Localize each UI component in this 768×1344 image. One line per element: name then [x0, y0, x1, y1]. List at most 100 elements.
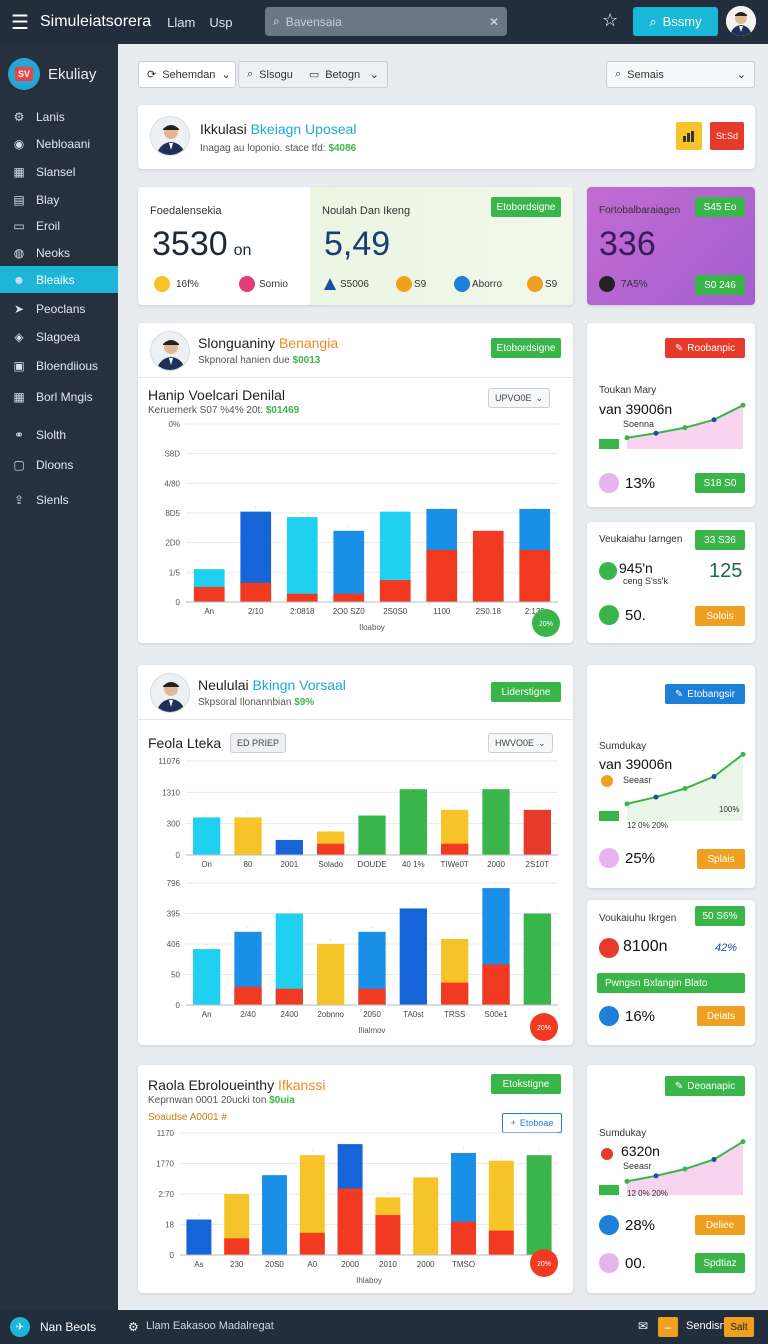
search-icon: ⌕: [649, 13, 657, 29]
x-tick-label: An: [204, 607, 214, 616]
side-4-badge[interactable]: 50 S6%: [695, 906, 745, 926]
stat-3-metric-1: 7A5%: [621, 279, 648, 290]
section-2-side-pill[interactable]: ✎ Etobangsir: [665, 684, 745, 704]
side-5-btn2[interactable]: Spdtiaz: [695, 1253, 745, 1273]
layers-icon: ▤: [13, 192, 25, 207]
section-3-title-highlight: Ifkanssi: [277, 1077, 326, 1093]
sidebar-item-10[interactable]: ▦ Borl Mngis: [0, 383, 118, 410]
bar-segment: [441, 982, 469, 1005]
sidebar-item-4[interactable]: ▭ Eroil: [0, 212, 118, 239]
section-1-title-highlight: Benangia: [278, 335, 339, 351]
section-2-sub: Skpsoral Ilonannbian: [198, 697, 292, 708]
chevron-down-icon: ⌄: [736, 69, 746, 81]
bar-top-label: ·: [495, 782, 497, 788]
section-1-side-card: ✎ Roobanpic Toukan Mary van 39006n Soenna…: [587, 323, 755, 507]
chart-2-dropdown[interactable]: HWVO0E ⌄: [488, 733, 553, 753]
section-1-side-pill[interactable]: ✎ Roobanpic: [665, 338, 745, 358]
document-icon: ▭: [13, 218, 25, 233]
user-avatar[interactable]: [726, 6, 756, 36]
coin-icon: [527, 276, 543, 292]
star-icon[interactable]: ☆: [602, 10, 619, 30]
chart-1-dropdown[interactable]: UPVO0E ⌄: [488, 388, 551, 408]
stat-3-metric-2[interactable]: S0 246: [695, 275, 745, 295]
side-3-btn[interactable]: Splais: [697, 849, 745, 869]
side-2-badge[interactable]: 33 S36: [695, 530, 745, 550]
side-4-btn[interactable]: Deiats: [697, 1006, 745, 1026]
gear-icon[interactable]: ⚙: [128, 1320, 139, 1334]
sidebar-item-13[interactable]: ⇪ Slenls: [0, 486, 118, 513]
section-3-button[interactable]: Etokstigne: [491, 1074, 561, 1094]
chat-icon[interactable]: ✉: [638, 1319, 649, 1333]
sidebar-item-2[interactable]: ▦ Slansel: [0, 158, 118, 185]
bar-segment: [482, 964, 510, 1005]
chevron-down-icon: ⌄: [221, 69, 231, 81]
filter-dropdown-2[interactable]: ⌕ Slsogu ▭ Betogn ⌄: [238, 61, 388, 88]
chart-2-tag[interactable]: ED PRIEP: [230, 733, 287, 753]
bar-segment: [379, 580, 411, 602]
bottom-badge[interactable]: Salt: [724, 1317, 754, 1337]
clear-icon[interactable]: ✕: [488, 14, 499, 29]
bar-segment: [337, 1188, 363, 1255]
sparkline-area: [627, 754, 743, 821]
sidebar-item-5[interactable]: ◍ Neoks: [0, 239, 118, 266]
nav-link-1[interactable]: Llam: [167, 14, 196, 30]
stat-2-badge[interactable]: Etobordsigne: [491, 197, 561, 217]
sidebar-item-0[interactable]: ⚙ Lanis: [0, 103, 118, 130]
sidebar-item-label: Slolth: [36, 427, 67, 442]
sidebar-item-9[interactable]: ▣ Bloendiious: [0, 352, 118, 379]
section-2-side2-card: Voukaiuhu Ikrgen 50 S6% 8100n 42% Pwngsn…: [587, 900, 755, 1045]
side-5-label: Sumdukay: [599, 1128, 647, 1139]
sidebar-item-11[interactable]: ⚭ Slolth: [0, 421, 118, 448]
filter-dropdown-1[interactable]: ⟳ Sehemdan ⌄: [138, 61, 236, 88]
x-tick-label: 2:130: [525, 607, 546, 616]
bar-top-label: ·: [538, 1148, 540, 1154]
section-3-side-pill[interactable]: ✎ Deoanapic: [665, 1076, 745, 1096]
x-axis-label: Ihlaboy: [356, 1276, 382, 1285]
sidebar-item-label: Bloendiious: [36, 358, 99, 373]
minus-icon[interactable]: –: [658, 1317, 678, 1337]
x-tick-label: 2S0S0: [383, 607, 408, 616]
bar: [523, 809, 551, 855]
app-icon[interactable]: ✈: [10, 1317, 30, 1337]
bar-top-label: ·: [394, 505, 396, 511]
bar: [523, 913, 551, 1005]
sparkline-point: [740, 1139, 746, 1145]
stat-3-badge[interactable]: S45 Eo: [695, 197, 745, 217]
side-4-bar[interactable]: Pwngsn Bxlangin Blato: [597, 973, 745, 993]
search-input[interactable]: ⌕ Bavensaia ✕: [265, 7, 507, 36]
sidebar-item-6[interactable]: ☻ Bleaiks: [0, 266, 118, 293]
bar-top-label: ·: [349, 1137, 351, 1143]
hamburger-menu-icon[interactable]: ☰: [11, 11, 29, 34]
sidebar-item-7[interactable]: ➤ Peoclans: [0, 295, 118, 322]
x-tick-label: 1100: [433, 607, 451, 616]
section-2-button[interactable]: Liderstigne: [491, 682, 561, 702]
heart-icon: [239, 276, 255, 292]
top-search-button[interactable]: ⌕ Bssmy: [633, 7, 718, 36]
sidebar-item-3[interactable]: ▤ Blay: [0, 186, 118, 213]
pin-icon: ➤: [13, 301, 25, 316]
nav-link-2[interactable]: Usp: [209, 14, 233, 30]
bar-segment: [441, 843, 469, 855]
section-1-title: Slonguaniny: [198, 335, 276, 351]
bar-segment: [240, 582, 272, 602]
sidebar-item-1[interactable]: ◉ Nebloaani: [0, 130, 118, 157]
chart-action-icon[interactable]: [676, 122, 702, 150]
sparkline-point: [711, 417, 717, 423]
section-1-button[interactable]: Etobordsigne: [491, 338, 561, 358]
side-1-btn[interactable]: S18 S0: [695, 473, 745, 493]
side-5-btn[interactable]: Deliee: [695, 1215, 745, 1235]
x-tick-label: 2obnno: [317, 1010, 344, 1019]
sidebar-logo[interactable]: SV Ekuliay: [0, 44, 118, 104]
side-2-btn[interactable]: Solois: [695, 606, 745, 626]
sidebar-item-8[interactable]: ◈ Slagoea: [0, 323, 118, 350]
bar-top-label: ·: [330, 825, 332, 831]
alert-badge[interactable]: St:Sd: [710, 122, 744, 150]
filter-dropdown-right[interactable]: ⌕ Semais ⌄: [606, 61, 755, 88]
side-5-pct2: 00.: [625, 1255, 646, 1272]
stat-1-value: 3530: [152, 225, 228, 263]
side-3-pct: 25%: [625, 850, 656, 867]
donut-icon: [599, 1006, 619, 1026]
x-tick-label: 40 1%: [402, 860, 425, 869]
bottom-left-label: Nan Beots: [40, 1320, 97, 1334]
sidebar-item-12[interactable]: ▢ Dloons: [0, 451, 118, 478]
